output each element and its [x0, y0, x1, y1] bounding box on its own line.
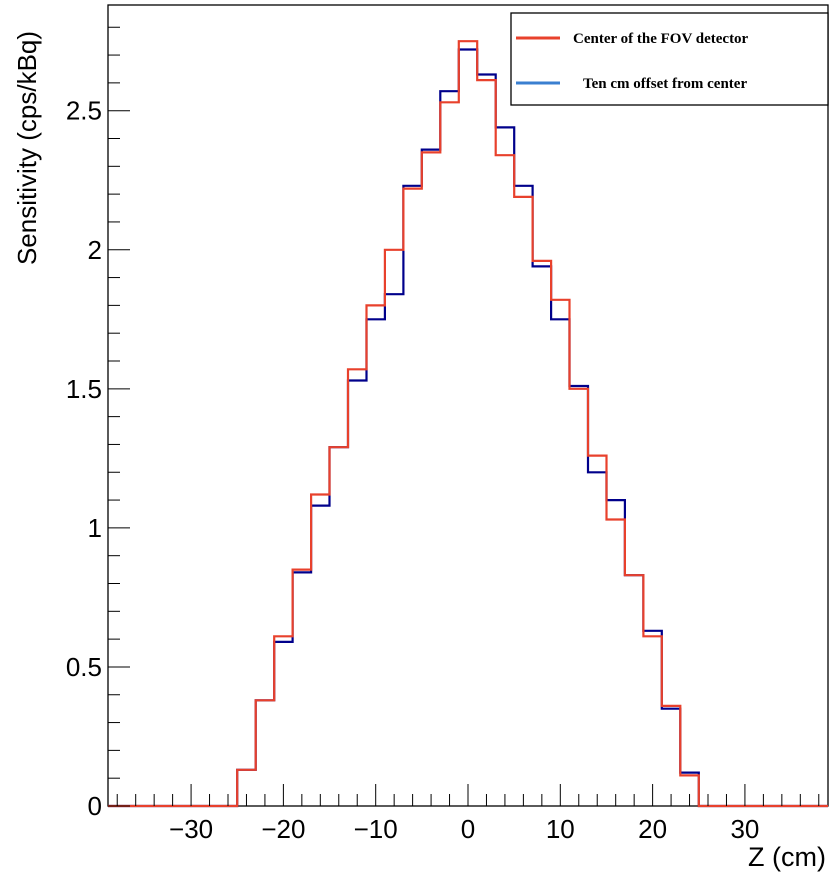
plot-border — [107, 4, 829, 807]
y-tick-label: 0.5 — [66, 652, 102, 682]
legend-box — [510, 12, 829, 106]
x-tick-label: −10 — [354, 814, 398, 844]
y-tick-label: 0 — [88, 791, 102, 821]
series-line-2 — [108, 40, 828, 808]
y-axis: 0 0.5 1 1.5 2 2.5 — [66, 26, 130, 821]
legend: Center of the FOV detector Ten cm offset … — [510, 12, 829, 106]
y-tick-label: 1 — [88, 513, 102, 543]
x-axis: −30 −20 −10 0 10 20 30 — [116, 784, 820, 844]
x-tick-label: −30 — [169, 814, 213, 844]
y-tick-label: 2 — [88, 235, 102, 265]
series-layer — [108, 40, 828, 808]
y-axis-title: Sensitivity (cps/kBq) — [12, 31, 42, 265]
legend-label-2: Ten cm offset from center — [583, 76, 747, 92]
x-tick-label: 10 — [546, 814, 575, 844]
x-tick-label: 0 — [461, 814, 475, 844]
y-tick-label: 2.5 — [66, 96, 102, 126]
legend-label-1: Center of the FOV detector — [573, 31, 749, 47]
x-tick-label: 30 — [730, 814, 759, 844]
y-tick-label: 1.5 — [66, 374, 102, 404]
x-axis-title: Z (cm) — [748, 842, 826, 872]
series-line-1 — [108, 48, 828, 808]
plot-frame — [107, 4, 829, 807]
x-tick-label: 20 — [638, 814, 667, 844]
x-tick-label: −20 — [261, 814, 305, 844]
